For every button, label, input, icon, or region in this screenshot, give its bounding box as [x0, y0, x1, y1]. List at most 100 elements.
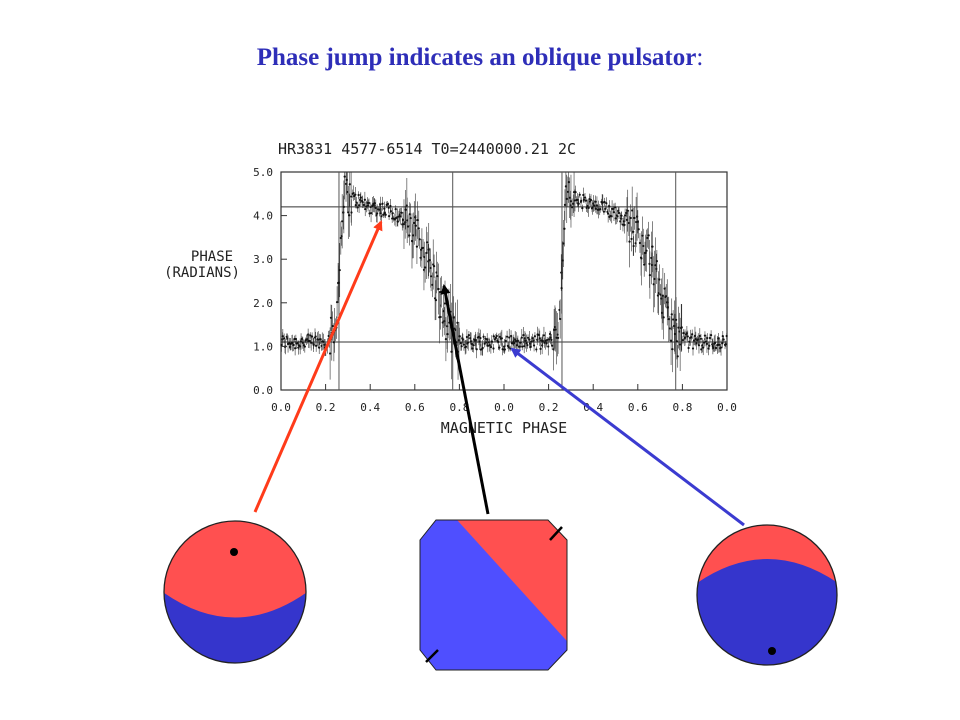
data-point [617, 211, 621, 215]
data-point [682, 331, 685, 335]
y-tick-label: 3.0 [253, 253, 273, 266]
data-point [475, 348, 478, 351]
data-point [462, 343, 466, 346]
data-point [443, 302, 447, 305]
data-point [702, 346, 705, 349]
x-axis-label: MAGNETIC PHASE [441, 419, 567, 437]
data-point [381, 202, 384, 205]
reference-lines [281, 172, 727, 390]
data-point [406, 219, 409, 222]
data-point [679, 343, 682, 346]
data-point [698, 334, 701, 338]
data-point [299, 340, 303, 343]
data-point [545, 342, 548, 345]
data-point [699, 337, 703, 340]
data-point [396, 220, 399, 223]
data-point [405, 204, 408, 207]
data-point [655, 260, 658, 263]
slide-title: Phase jump indicates an oblique pulsator… [0, 44, 960, 72]
data-point [387, 215, 391, 218]
data-point [342, 211, 345, 214]
data-point [508, 336, 511, 339]
data-point [423, 255, 426, 259]
slide-title-colon: : [696, 44, 704, 71]
data-point [425, 241, 429, 244]
data-point [567, 181, 570, 184]
data-point [489, 346, 492, 349]
data-point [469, 340, 473, 343]
data-point [554, 328, 557, 331]
data-point [608, 205, 611, 208]
data-point [500, 337, 503, 340]
data-point [348, 214, 351, 217]
data-point [629, 216, 632, 220]
data-point [662, 316, 665, 319]
data-point [404, 208, 407, 211]
data-point [546, 338, 549, 342]
data-point [331, 324, 334, 328]
data-point [653, 277, 656, 281]
data-point [539, 347, 542, 350]
data-point [424, 266, 427, 269]
data-points [280, 172, 728, 380]
data-point [479, 336, 482, 340]
data-point [454, 328, 457, 332]
data-point [401, 218, 405, 221]
arrow-min-phase [510, 347, 745, 527]
data-point [350, 195, 353, 198]
data-point [648, 262, 651, 265]
data-point [564, 185, 567, 188]
data-point [352, 192, 355, 195]
data-point [645, 249, 648, 252]
data-point [709, 333, 713, 337]
data-point [467, 341, 470, 344]
data-point [382, 213, 385, 216]
data-point [373, 202, 376, 205]
x-tick-label: 0.2 [316, 401, 336, 414]
data-point [601, 201, 604, 204]
data-point [648, 273, 652, 277]
data-point [680, 326, 683, 329]
data-point [556, 336, 560, 340]
data-point [301, 341, 304, 344]
data-point [706, 336, 709, 340]
data-point [638, 241, 642, 245]
data-point [460, 345, 463, 348]
data-point [531, 337, 534, 340]
data-point [458, 335, 461, 338]
data-point [400, 211, 403, 214]
data-point [456, 321, 459, 324]
data-point [280, 343, 283, 347]
data-point [550, 338, 553, 341]
data-point [717, 337, 720, 340]
data-point [481, 346, 484, 350]
data-point [535, 348, 538, 351]
data-point [418, 238, 421, 241]
data-point [602, 210, 606, 213]
data-point [492, 335, 495, 338]
data-point [569, 204, 572, 207]
data-point [428, 258, 431, 262]
data-point [485, 341, 488, 344]
data-point [366, 204, 370, 207]
data-point [526, 336, 530, 339]
data-point [355, 201, 358, 204]
data-point [461, 338, 464, 341]
data-point [364, 207, 367, 211]
data-point [509, 347, 512, 350]
data-point [724, 343, 727, 346]
data-point [383, 212, 386, 215]
data-point [607, 212, 610, 215]
data-point [520, 336, 523, 339]
data-point [543, 341, 546, 344]
data-point [647, 234, 650, 237]
data-point [289, 342, 292, 346]
data-point [281, 335, 284, 338]
data-point [335, 301, 339, 304]
left-sphere-outline [163, 520, 307, 664]
data-point [523, 345, 526, 348]
data-point [551, 344, 554, 347]
data-point [691, 333, 694, 336]
data-point [354, 193, 357, 196]
middle-sphere-red [448, 520, 567, 650]
